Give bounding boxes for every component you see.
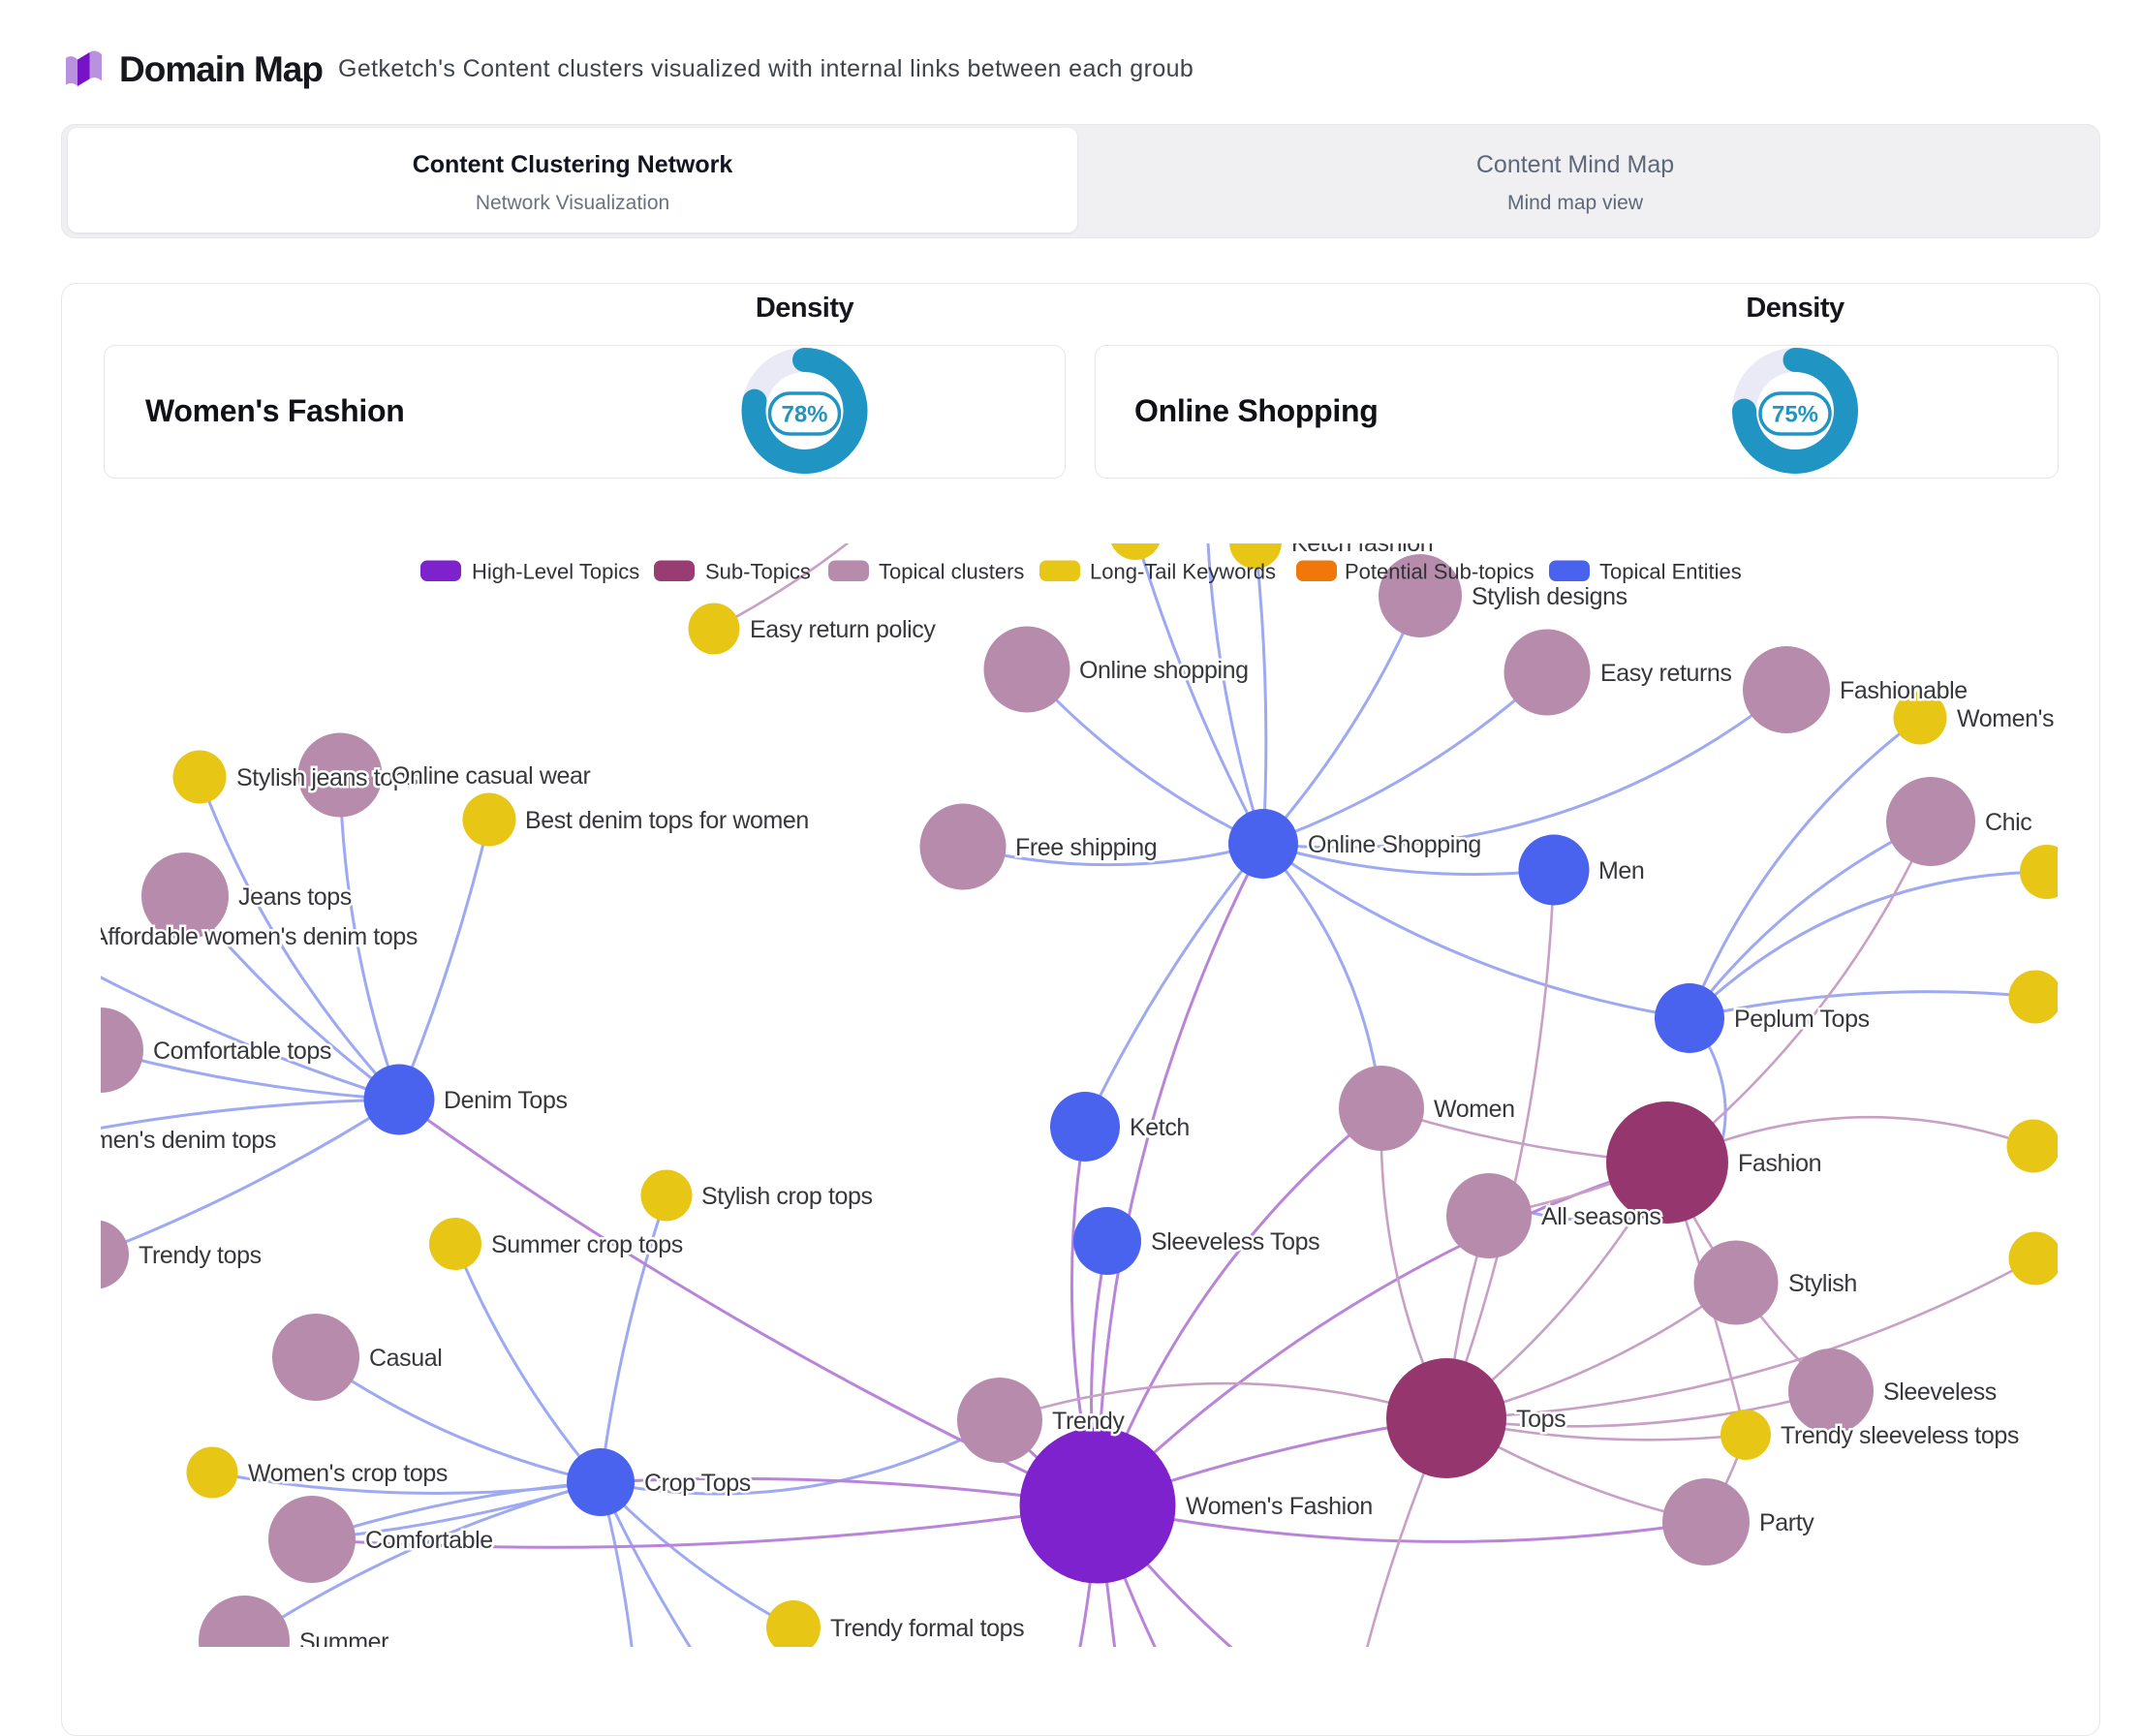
svg-text:Affordable women's denim tops: Affordable women's denim tops: [92, 923, 418, 950]
svg-text:Summer: Summer: [299, 1628, 388, 1647]
svg-text:Tops: Tops: [1516, 1406, 1566, 1433]
svg-text:Online Shopping: Online Shopping: [1308, 831, 1481, 858]
svg-text:Comfortable tops: Comfortable tops: [153, 1038, 331, 1065]
svg-text:Women's Fashion: Women's Fashion: [1186, 1493, 1373, 1520]
svg-text:Trendy formal tops: Trendy formal tops: [830, 1615, 1024, 1642]
svg-text:Chic: Chic: [1985, 809, 2031, 836]
svg-text:Ketch: Ketch: [1130, 1114, 1190, 1141]
svg-text:Free shipping: Free shipping: [1015, 834, 1157, 861]
svg-text:Easy returns: Easy returns: [1600, 660, 1732, 687]
svg-text:Crop Tops: Crop Tops: [644, 1470, 751, 1497]
svg-text:Sleeveless: Sleeveless: [1883, 1379, 1997, 1406]
svg-text:Online casual wear: Online casual wear: [391, 762, 590, 790]
svg-text:Sub-Topics: Sub-Topics: [705, 560, 811, 584]
svg-text:Stylish jeans tops: Stylish jeans tops: [236, 764, 418, 791]
svg-text:Party: Party: [1759, 1509, 1814, 1536]
svg-text:Denim Tops: Denim Tops: [444, 1087, 568, 1114]
svg-text:Trendy: Trendy: [1052, 1408, 1125, 1435]
svg-text:Women's denim tops: Women's denim tops: [58, 1127, 276, 1154]
svg-text:Fashionable: Fashionable: [1840, 677, 1968, 704]
svg-text:Easy return policy: Easy return policy: [750, 616, 936, 643]
svg-text:Trendy tops: Trendy tops: [139, 1242, 262, 1269]
svg-text:Stylish: Stylish: [1788, 1270, 1857, 1297]
svg-text:Stylish crop tops: Stylish crop tops: [701, 1183, 873, 1210]
svg-text:Women: Women: [1434, 1096, 1515, 1123]
svg-text:Women's party tops: Women's party tops: [1957, 705, 2139, 732]
svg-text:Jeans tops: Jeans tops: [238, 884, 352, 911]
svg-text:All seasons: All seasons: [1541, 1203, 1660, 1230]
svg-text:Topical Entities: Topical Entities: [1599, 560, 1742, 584]
svg-text:Comfortable: Comfortable: [365, 1527, 493, 1554]
svg-text:Topical clusters: Topical clusters: [879, 560, 1024, 584]
svg-text:Ketch fashion: Ketch fashion: [1291, 530, 1433, 557]
svg-text:Fashion: Fashion: [1738, 1150, 1821, 1177]
svg-text:Casual: Casual: [369, 1345, 442, 1372]
svg-text:Men: Men: [1598, 857, 1644, 884]
svg-text:High-Level Topics: High-Level Topics: [472, 560, 639, 584]
svg-text:Long-Tail Keywords: Long-Tail Keywords: [1090, 560, 1276, 584]
svg-text:75%: 75%: [1772, 402, 1818, 428]
svg-text:Sleeveless Tops: Sleeveless Tops: [1151, 1228, 1319, 1256]
svg-text:Summer crop tops: Summer crop tops: [491, 1231, 683, 1258]
svg-text:Women's crop tops: Women's crop tops: [248, 1460, 448, 1487]
svg-text:Potential Sub-topics: Potential Sub-topics: [1345, 560, 1534, 584]
svg-text:Trendy sleeveless tops: Trendy sleeveless tops: [1781, 1422, 2019, 1449]
svg-text:Peplum Tops: Peplum Tops: [1734, 1006, 1870, 1033]
svg-text:Best denim tops for women: Best denim tops for women: [525, 807, 809, 834]
svg-text:78%: 78%: [781, 402, 827, 428]
svg-text:Stylish designs: Stylish designs: [1472, 583, 1628, 610]
svg-text:Online shopping: Online shopping: [1079, 657, 1249, 684]
